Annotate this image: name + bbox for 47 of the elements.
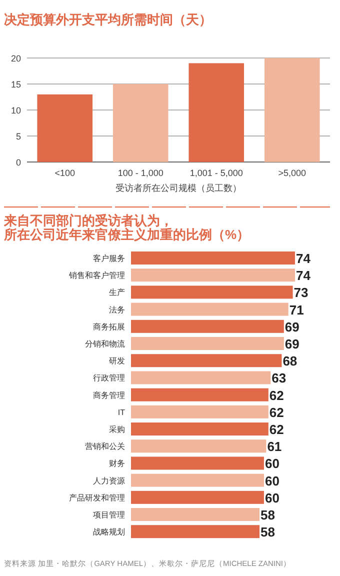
data-label: 74: [296, 268, 312, 284]
chart-subtitle: 所在公司近年来官僚主义加重的比例（%）: [3, 227, 250, 242]
y-tick-label: 客户服务: [93, 254, 125, 263]
x-tick-label: <100: [54, 168, 76, 178]
chart-title: 决定预算外开支平均所需时间（天）: [4, 12, 212, 27]
x-tick-label: >5,000: [278, 168, 306, 178]
y-tick-label: 5: [16, 132, 21, 142]
y-tick-label: 15: [10, 80, 21, 90]
chart-title: 来自不同部门的受访者认为，: [3, 213, 173, 228]
x-tick-label: 100 - 1,000: [118, 168, 164, 178]
data-label: 74: [296, 251, 312, 266]
data-label: 68: [282, 354, 298, 369]
y-tick-label: 项目管理: [93, 510, 125, 520]
y-tick-label: 0: [16, 158, 21, 168]
y-tick-label: 采购: [109, 425, 125, 434]
y-tick-label: 研发: [109, 356, 125, 366]
data-label: 60: [264, 490, 280, 506]
data-label: 61: [267, 439, 282, 454]
data-label: 69: [284, 319, 300, 334]
data-label: 58: [260, 524, 276, 540]
data-label: 73: [294, 285, 308, 300]
y-tick-label: 生产: [109, 288, 125, 298]
data-label: 62: [269, 422, 284, 437]
y-tick-label: 分销和物流: [85, 340, 125, 348]
y-tick-label: 销售和客户管理: [68, 271, 125, 280]
data-label: 63: [272, 370, 286, 386]
data-label: 58: [260, 508, 276, 522]
y-tick-label: 人力资源: [93, 476, 125, 486]
data-label: 62: [269, 404, 284, 420]
y-tick-label: 战略规划: [93, 528, 125, 537]
y-tick-label: 财务: [109, 459, 125, 468]
y-tick-label: 产品研发和管理: [69, 493, 125, 502]
y-tick-label: IT: [118, 408, 126, 417]
x-tick-label: 1,001 - 5,000: [190, 168, 243, 178]
y-tick-label: 10: [10, 106, 21, 116]
x-axis-title: 受访者所在公司规模（员工数）: [116, 183, 242, 193]
y-tick-label: 20: [10, 54, 21, 64]
data-label: 69: [284, 336, 300, 352]
y-tick-label: 商务管理: [93, 390, 125, 400]
y-tick-label: 商务拓展: [93, 322, 125, 332]
y-tick-label: 法务: [109, 305, 125, 314]
data-label: 71: [289, 302, 304, 318]
y-tick-label: 营销和公关: [85, 442, 125, 452]
data-label: 60: [264, 473, 280, 488]
data-label: 62: [269, 388, 284, 403]
data-label: 60: [264, 456, 280, 472]
y-tick-label: 行政管理: [93, 374, 125, 383]
